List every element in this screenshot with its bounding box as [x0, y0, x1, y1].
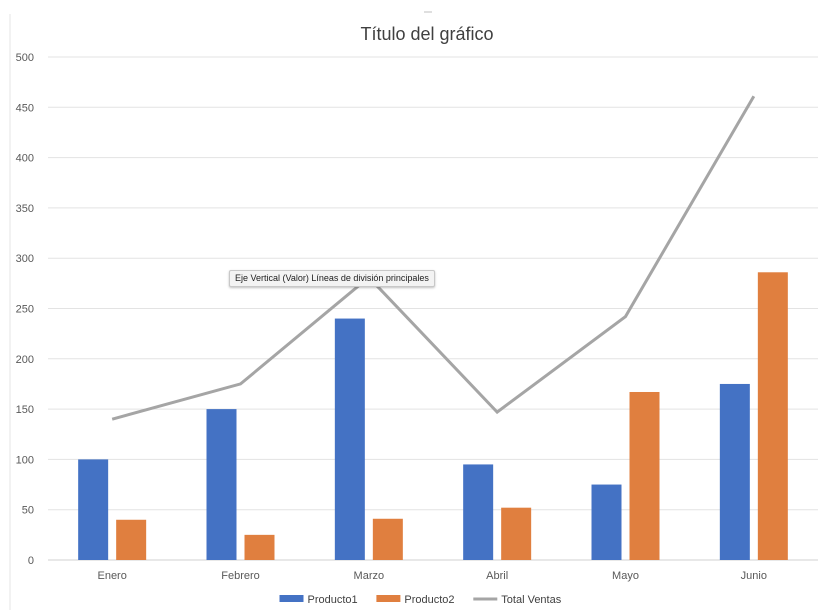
y-tick-label: 300	[16, 253, 34, 265]
bar-producto1-enero[interactable]	[78, 459, 109, 560]
bar-producto1-junio[interactable]	[719, 383, 750, 560]
bar-producto1-mayo[interactable]	[591, 484, 622, 560]
bar-producto2-junio[interactable]	[757, 272, 788, 560]
y-axis-labels: 0 50 100 150 200 250 300 350 400 450 500	[16, 52, 34, 567]
bar-producto2-abril[interactable]	[501, 507, 532, 560]
y-tick-label: 450	[16, 102, 34, 114]
chart-title[interactable]: Título del gráfico	[360, 24, 493, 44]
legend[interactable]: Producto1 Producto2 Total Ventas	[279, 594, 562, 606]
bar-producto2-enero[interactable]	[116, 519, 147, 560]
x-tick-label-enero: Enero	[97, 570, 126, 582]
x-tick-label-mayo: Mayo	[612, 570, 639, 582]
x-axis-labels: Enero Febrero Marzo Abril Mayo Junio	[97, 570, 766, 582]
legend-swatch-producto2	[376, 595, 401, 602]
x-tick-label-junio: Junio	[741, 570, 767, 582]
x-tick-label-abril: Abril	[486, 570, 508, 582]
line-total-ventas[interactable]	[111, 95, 756, 421]
bar-producto1-marzo[interactable]	[334, 318, 365, 560]
x-tick-label-marzo: Marzo	[354, 570, 385, 582]
bar-producto2-febrero[interactable]	[244, 534, 275, 560]
bar-producto1-febrero[interactable]	[206, 409, 237, 560]
legend-label: Producto1	[308, 594, 358, 606]
y-tick-label: 150	[16, 404, 34, 416]
gridlines-tooltip: Eje Vertical (Valor) Líneas de división …	[229, 270, 435, 287]
y-tick-label: 50	[22, 505, 34, 517]
legend-label: Total Ventas	[501, 594, 561, 606]
bar-producto2-marzo[interactable]	[372, 518, 403, 560]
y-tick-label: 200	[16, 354, 34, 366]
bar-producto1-abril[interactable]	[463, 464, 494, 560]
y-tick-label: 0	[28, 555, 34, 567]
legend-swatch-producto1	[279, 595, 304, 602]
y-tick-label: 100	[16, 454, 34, 466]
gridlines[interactable]	[48, 56, 818, 561]
bars	[78, 272, 788, 560]
y-tick-label: 250	[16, 304, 34, 316]
x-tick-label-febrero: Febrero	[221, 570, 260, 582]
y-tick-label: 500	[16, 52, 34, 64]
y-tick-label: 400	[16, 153, 34, 165]
legend-label: Producto2	[404, 594, 454, 606]
y-tick-label: 350	[16, 203, 34, 215]
total-line	[111, 95, 756, 421]
bar-producto2-mayo[interactable]	[629, 391, 660, 560]
